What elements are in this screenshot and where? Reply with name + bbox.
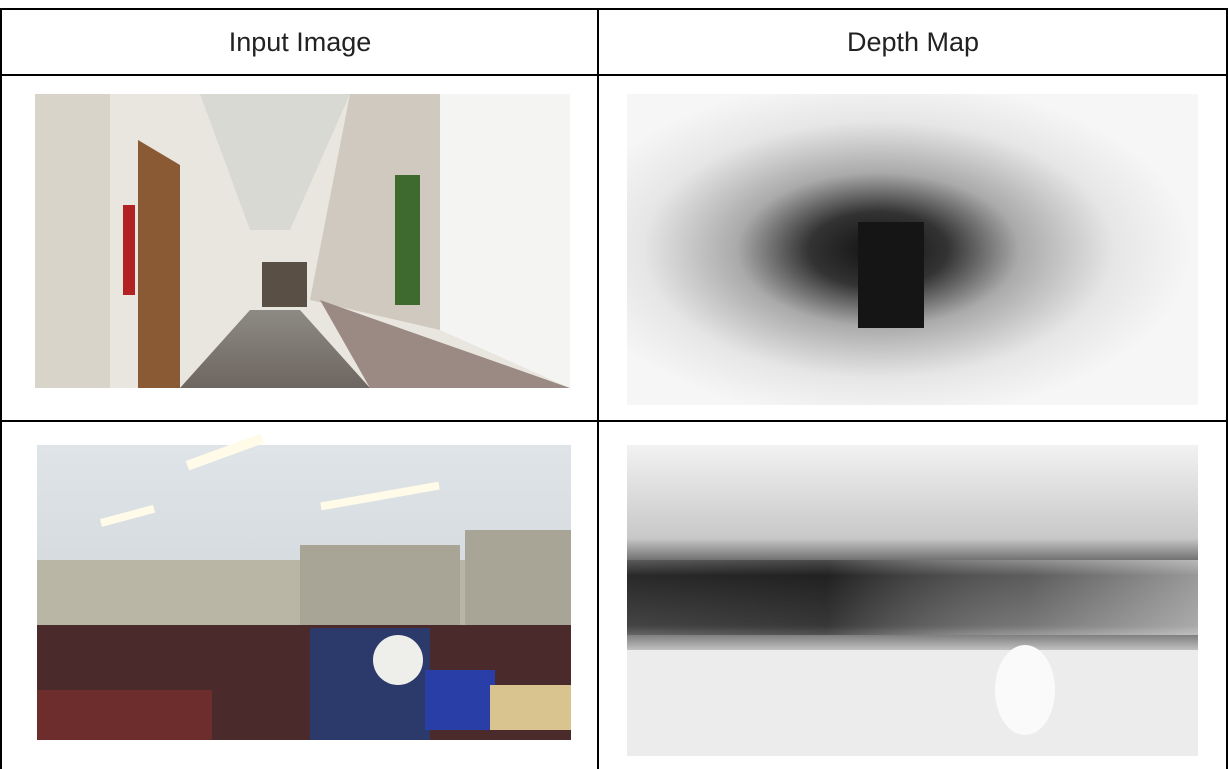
chair — [425, 670, 495, 730]
header-cell: Input Image — [229, 27, 372, 57]
input-image — [35, 94, 570, 388]
partition — [37, 690, 212, 740]
floor — [180, 310, 370, 388]
corridor-end — [262, 262, 307, 307]
ledge — [320, 300, 570, 388]
blinds — [465, 530, 571, 630]
depth-far — [858, 222, 924, 328]
ceiling — [200, 94, 350, 230]
depth-near — [627, 650, 1198, 756]
input-image — [37, 433, 571, 740]
fan — [373, 635, 423, 685]
header-cell: Depth Map — [847, 27, 979, 57]
light — [99, 504, 156, 527]
extinguisher — [123, 205, 135, 295]
light — [185, 433, 265, 471]
depth-fan — [995, 645, 1055, 735]
depth-band — [627, 560, 1198, 635]
bright-wall — [440, 94, 570, 388]
desk — [490, 685, 571, 730]
door — [138, 140, 180, 388]
depth-image — [627, 94, 1198, 405]
blinds — [300, 545, 460, 630]
depth-image — [627, 445, 1198, 756]
light — [320, 481, 440, 511]
foliage — [395, 175, 420, 305]
wall — [35, 94, 110, 388]
